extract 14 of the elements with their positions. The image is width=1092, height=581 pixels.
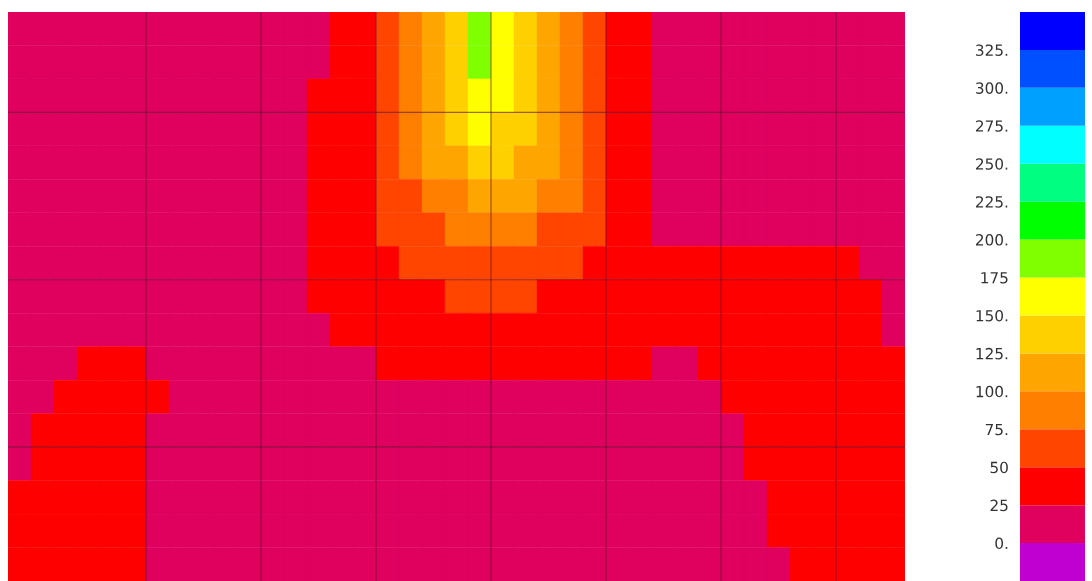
- color-bar-label: 150.: [976, 309, 1008, 322]
- color-bar-label: 200.: [975, 234, 1008, 246]
- color-bar-label: 25: [990, 499, 1008, 512]
- color-bar-label: 100.: [976, 385, 1008, 398]
- color-bar-label: 0.: [995, 537, 1008, 550]
- color-bar-label: 75.: [985, 423, 1008, 436]
- color-bar-label: 325.: [976, 44, 1008, 56]
- color-bar-label: 175: [981, 272, 1008, 284]
- color-bar-label: 250.: [975, 158, 1008, 170]
- color-bar-label: 225.: [975, 196, 1008, 208]
- color-bar-label: 125.: [976, 347, 1008, 360]
- color-bar-label: 275.: [975, 120, 1008, 132]
- color-bar-label: 50: [990, 461, 1008, 474]
- color-bar-label: 300.: [976, 82, 1008, 94]
